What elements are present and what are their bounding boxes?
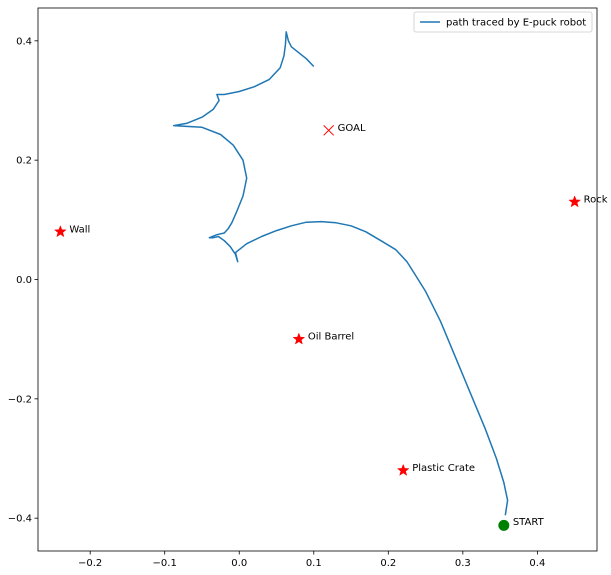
- legend-label: path traced by E-puck robot: [446, 18, 586, 29]
- y-tick-label: −0.2: [8, 394, 32, 405]
- goal-label: GOAL: [338, 123, 366, 134]
- ticks-layer: −0.2 −0.1 0.0 0.1 0.2 0.3 0.4 −0.4 −0.2 0.0 0.2 0.4: [8, 36, 546, 569]
- start-marker: [498, 519, 510, 531]
- obstacle-marker: [396, 463, 410, 476]
- legend: path traced by E-puck robot: [413, 11, 593, 33]
- x-tick-label: 0.3: [455, 558, 471, 569]
- y-tick-label: 0.4: [16, 36, 32, 47]
- x-tick-label: −0.2: [78, 558, 102, 569]
- x-tick-label: 0.4: [529, 558, 545, 569]
- x-tick-label: 0.1: [306, 558, 322, 569]
- x-tick-label: 0.0: [231, 558, 247, 569]
- obstacle-label: Plastic Crate: [412, 463, 475, 474]
- legend-box: [413, 11, 593, 33]
- obstacle-marker: [568, 195, 582, 208]
- obstacle-label: Rock: [584, 194, 608, 205]
- y-tick-label: 0.2: [16, 156, 32, 167]
- obstacle-label: Oil Barrel: [308, 332, 354, 343]
- goal-marker: [323, 124, 335, 136]
- obstacle-marker: [53, 225, 67, 238]
- obstacle-marker: [292, 332, 306, 345]
- x-tick-label: 0.2: [380, 558, 396, 569]
- start-label: START: [513, 517, 545, 528]
- y-tick-label: 0.0: [16, 275, 32, 286]
- axes-frame: [37, 7, 598, 552]
- obstacle-label: Wall: [69, 224, 90, 235]
- robot-path-line: [172, 31, 509, 516]
- y-tick-label: −0.4: [8, 514, 32, 525]
- plot-data-layer: Wall Oil Barrel Rock Plastic Crate GOAL START: [53, 31, 608, 531]
- x-tick-label: −0.1: [153, 558, 177, 569]
